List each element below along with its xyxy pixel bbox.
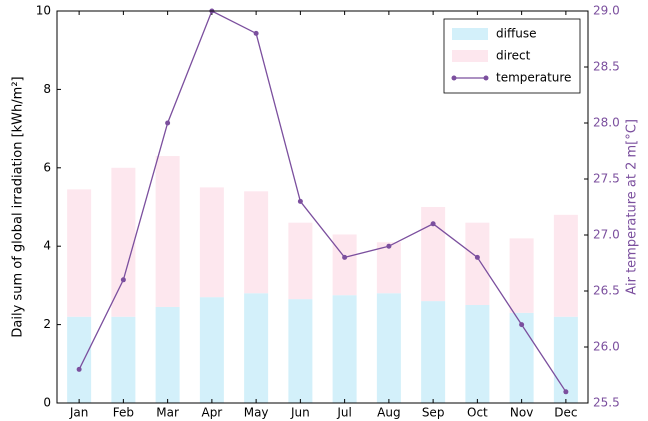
- y2-tick-label: 29.0: [593, 4, 620, 18]
- x-tick-label: Apr: [201, 406, 222, 420]
- bar: [111, 167, 136, 317]
- y2-tick-label: 27.0: [593, 228, 620, 242]
- marker: [519, 322, 525, 328]
- marker: [76, 366, 82, 372]
- y-tick-label: 4: [43, 239, 51, 253]
- marker: [253, 30, 259, 36]
- x-tick-label: Aug: [377, 406, 400, 420]
- bar: [67, 316, 92, 403]
- x-tick-label: Dec: [554, 406, 577, 420]
- legend-label: diffuse: [496, 27, 536, 41]
- bar: [111, 316, 136, 403]
- x-tick-label: Sep: [422, 406, 445, 420]
- line: [78, 10, 567, 393]
- bar: [288, 222, 313, 300]
- bar: [288, 299, 313, 403]
- y-tick-label: 8: [43, 82, 51, 96]
- bar: [332, 295, 357, 403]
- x-tick-label: Feb: [113, 406, 134, 420]
- x-tick-label: May: [244, 406, 269, 420]
- x-tick-label: Jun: [290, 406, 310, 420]
- marker: [342, 254, 348, 260]
- bar: [376, 293, 401, 403]
- y2-tick-label: 28.5: [593, 60, 620, 74]
- x-tick-label: Oct: [467, 406, 488, 420]
- y2-axis-label: Air temperature at 2 m[°C]: [625, 119, 640, 295]
- legend-swatch: [452, 50, 488, 62]
- marker: [430, 221, 436, 227]
- bar: [199, 297, 224, 403]
- bar: [553, 214, 578, 317]
- bar: [67, 189, 92, 317]
- y-axis-label: Daily sum of global irradiation [kWh/m²]: [11, 76, 26, 337]
- bar: [199, 187, 224, 298]
- y2-tick-label: 26.5: [593, 284, 620, 298]
- bar: [509, 238, 534, 313]
- y-tick-label: 6: [43, 160, 51, 174]
- y-tick-label: 0: [43, 396, 51, 410]
- marker: [474, 254, 480, 260]
- x-tick-label: Nov: [510, 406, 533, 420]
- legend-swatch: [483, 75, 489, 81]
- y-tick-label: 10: [36, 4, 51, 18]
- x-tick-label: Jan: [69, 406, 89, 420]
- bar: [421, 207, 446, 302]
- bar: [332, 234, 357, 296]
- bar: [155, 306, 180, 403]
- y2-tick-label: 26.0: [593, 340, 620, 354]
- bar: [244, 293, 269, 403]
- legend-swatch: [452, 28, 488, 40]
- y2-tick-label: 28.0: [593, 116, 620, 130]
- marker: [165, 120, 171, 126]
- bar: [376, 242, 401, 294]
- y2-tick-label: 27.5: [593, 172, 620, 186]
- legend-label: direct: [496, 49, 531, 63]
- bar: [421, 301, 446, 403]
- marker: [386, 243, 392, 249]
- marker: [120, 277, 126, 283]
- legend-label: temperature: [496, 71, 571, 85]
- bar: [244, 191, 269, 294]
- bar: [155, 156, 180, 307]
- bar: [465, 222, 490, 305]
- legend-swatch: [451, 75, 457, 81]
- y-tick-label: 2: [43, 317, 51, 331]
- marker: [563, 389, 569, 395]
- plot-frame: [56, 10, 589, 404]
- bar: [465, 305, 490, 403]
- marker: [297, 198, 303, 204]
- bar: [509, 312, 534, 403]
- x-tick-label: Mar: [156, 406, 179, 420]
- bar: [553, 316, 578, 403]
- x-tick-label: Jul: [336, 406, 351, 420]
- y2-tick-label: 25.5: [593, 396, 620, 410]
